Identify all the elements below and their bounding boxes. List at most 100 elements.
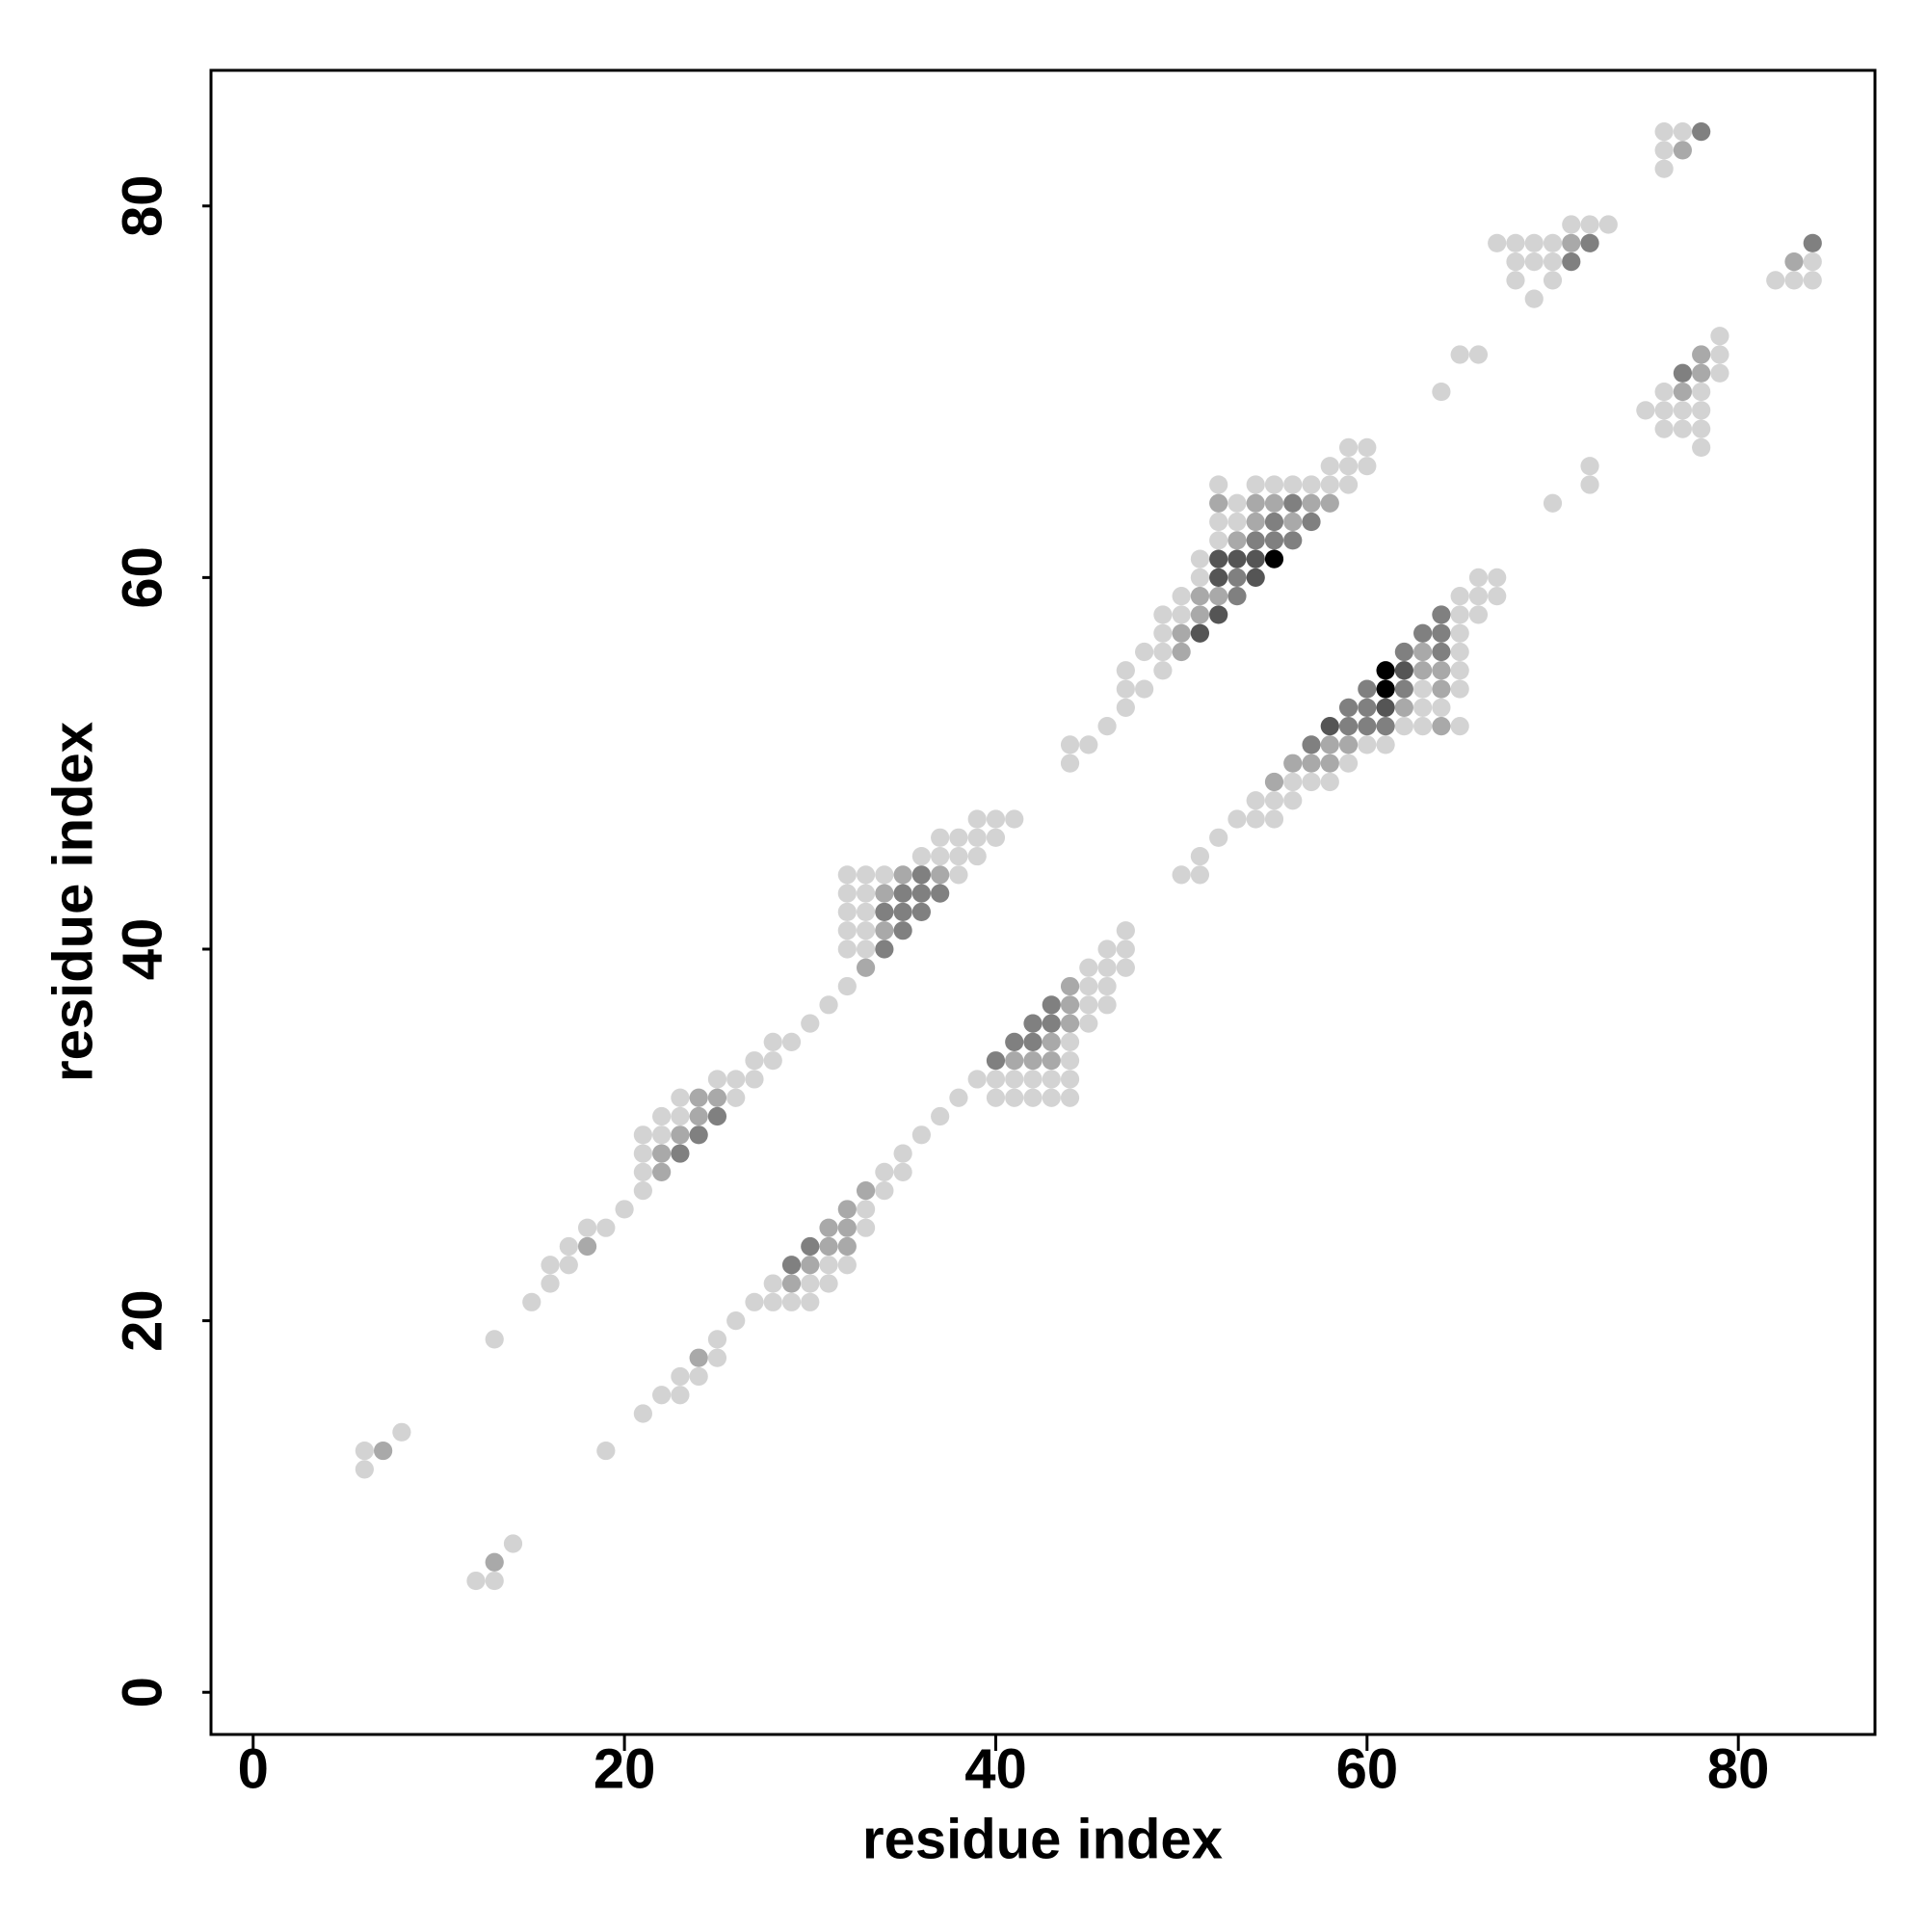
point: [1302, 475, 1321, 494]
point: [726, 1088, 746, 1107]
point: [1302, 512, 1321, 532]
point: [763, 1292, 782, 1311]
point: [1060, 754, 1080, 773]
point: [1654, 141, 1674, 160]
point: [1116, 698, 1135, 717]
point: [1283, 772, 1303, 792]
point: [1209, 549, 1228, 569]
point: [1766, 271, 1785, 290]
point: [1264, 493, 1284, 513]
point: [726, 1311, 746, 1331]
point: [1190, 865, 1210, 885]
point: [689, 1106, 708, 1126]
point: [1190, 568, 1210, 587]
point: [893, 1162, 912, 1181]
point: [1302, 754, 1321, 773]
point: [1320, 754, 1339, 773]
point: [819, 1218, 838, 1237]
point: [931, 828, 950, 847]
point: [1432, 717, 1451, 736]
point: [1358, 735, 1377, 754]
point: [1710, 327, 1729, 346]
point: [1264, 531, 1284, 550]
plot-frame: [209, 68, 1877, 1736]
point: [1042, 995, 1061, 1015]
point: [856, 940, 876, 959]
point: [1394, 642, 1413, 662]
point: [633, 1404, 652, 1423]
point: [559, 1236, 578, 1257]
point: [1283, 493, 1303, 513]
point: [485, 1552, 504, 1572]
y-tick-label: 80: [111, 174, 173, 237]
point: [541, 1256, 560, 1275]
y-tick-label: 60: [111, 546, 173, 609]
point: [1524, 289, 1544, 308]
point: [1246, 791, 1265, 810]
point: [1692, 437, 1711, 458]
point: [633, 1162, 652, 1181]
point: [1432, 382, 1451, 402]
point: [1506, 251, 1525, 272]
point: [1023, 1032, 1043, 1051]
point: [911, 884, 931, 903]
point: [1172, 642, 1191, 662]
point: [893, 921, 912, 940]
point: [1097, 958, 1117, 977]
point: [1432, 698, 1451, 717]
point: [1413, 679, 1433, 699]
y-axis-label: residue index: [41, 722, 104, 1082]
y-tick-label: 40: [111, 918, 173, 981]
point: [1264, 809, 1284, 829]
point: [652, 1162, 672, 1181]
point: [1246, 493, 1265, 513]
point: [559, 1256, 578, 1275]
point: [1394, 717, 1413, 736]
point: [1450, 642, 1469, 662]
point: [911, 902, 931, 922]
point: [1394, 661, 1413, 680]
point: [1710, 345, 1729, 364]
point: [875, 1181, 894, 1201]
point: [1636, 401, 1655, 420]
point: [801, 1236, 820, 1257]
point: [1023, 1051, 1043, 1071]
point: [875, 884, 894, 903]
point: [875, 865, 894, 885]
point: [1209, 512, 1228, 532]
point: [1079, 976, 1098, 996]
point: [1190, 846, 1210, 866]
point: [837, 1218, 857, 1237]
point: [1468, 587, 1489, 606]
point: [875, 902, 894, 922]
point: [1079, 735, 1098, 754]
point: [1209, 605, 1228, 624]
point: [1543, 271, 1563, 290]
point: [1264, 772, 1284, 792]
point: [1302, 772, 1321, 792]
point: [1079, 995, 1098, 1015]
point: [1562, 233, 1581, 252]
point: [1413, 661, 1433, 680]
point: [1580, 215, 1599, 234]
point: [615, 1200, 634, 1219]
point: [1394, 698, 1413, 717]
point: [541, 1274, 560, 1293]
point: [1060, 1070, 1080, 1089]
point: [931, 846, 950, 866]
point: [1227, 568, 1247, 587]
point: [1506, 233, 1525, 252]
point: [671, 1366, 690, 1387]
point: [1692, 345, 1711, 364]
point: [1654, 122, 1674, 142]
point: [819, 1236, 838, 1257]
point: [1413, 623, 1433, 643]
point: [801, 1256, 820, 1275]
point: [1116, 958, 1135, 977]
point: [652, 1144, 672, 1163]
point: [856, 902, 876, 922]
point: [1338, 717, 1359, 736]
point: [707, 1088, 727, 1107]
point: [1432, 605, 1451, 624]
point: [1450, 679, 1469, 699]
